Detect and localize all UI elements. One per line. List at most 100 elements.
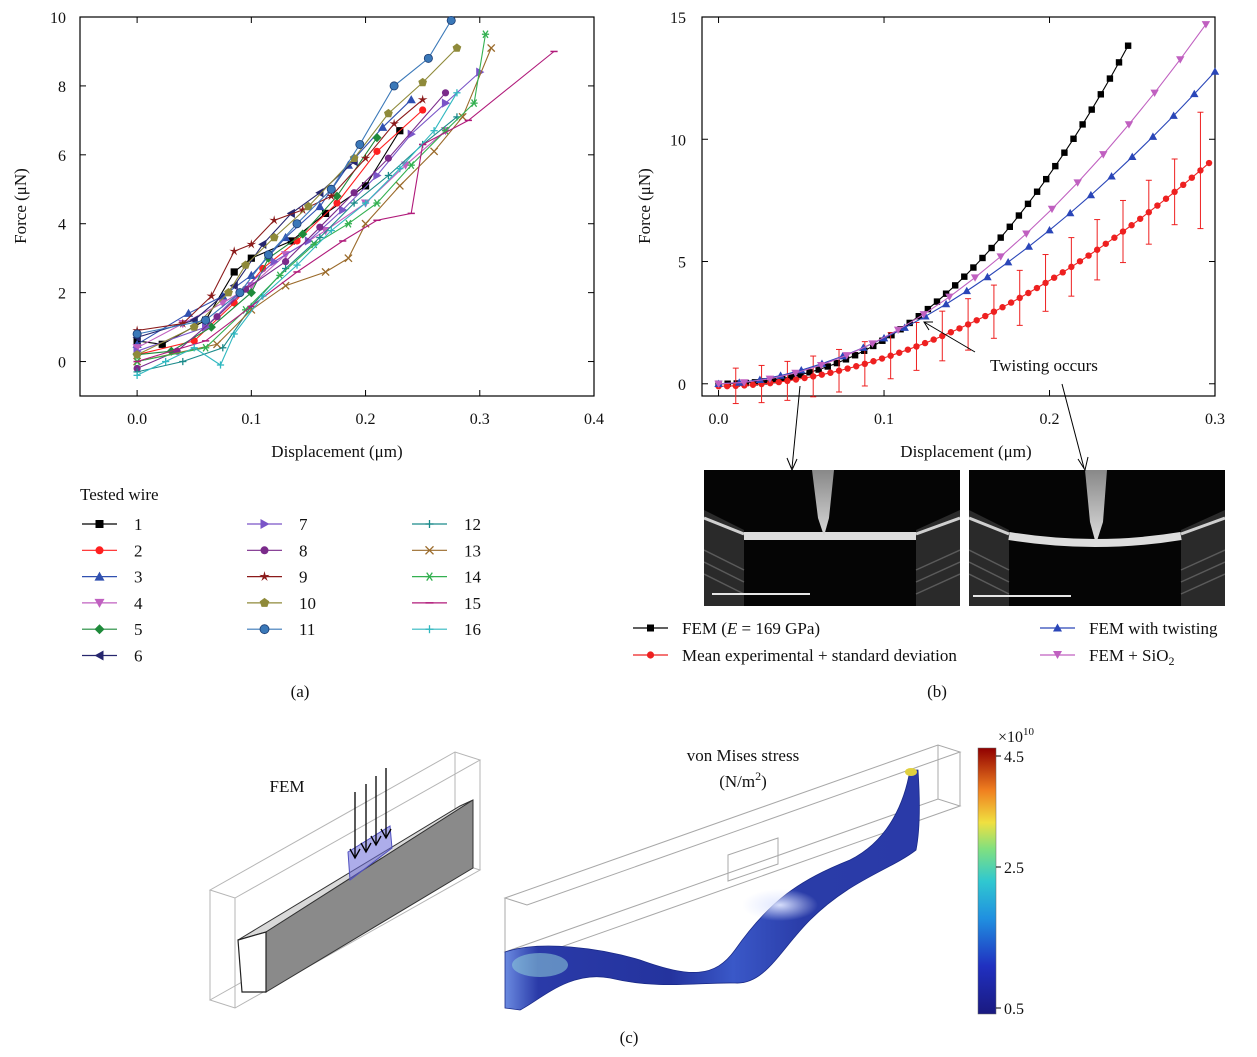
series-point-8 (441, 89, 450, 97)
stress-hotspot-left (512, 953, 568, 977)
series-point-b-2 (755, 375, 765, 383)
series-point-14 (373, 199, 381, 208)
series-point-b-0 (824, 363, 831, 370)
series-point-b-0 (888, 331, 895, 339)
series-point-b-0 (1061, 149, 1068, 156)
series-point-b-1 (1007, 299, 1015, 306)
series-point-8 (282, 258, 290, 266)
series-line-b-1 (718, 162, 1210, 387)
legend-marker-10 (259, 597, 270, 607)
series-point-b-1 (870, 358, 877, 365)
series-point-b-1 (810, 373, 817, 380)
x-tick-label: 0.2 (1040, 411, 1060, 428)
series-point-b-1 (723, 382, 731, 390)
series-point-b-1 (1137, 215, 1144, 222)
x-tick-label: 0.0 (127, 411, 147, 428)
series-point-b-1 (1205, 159, 1213, 167)
panel-a-xlabel: Displacement (μm) (271, 442, 402, 461)
panel-a-frame (79, 16, 595, 397)
series-point-14-stroke (482, 30, 489, 39)
series-point-b-1 (784, 377, 791, 385)
series-point-b-1 (1025, 289, 1032, 297)
legend-marker-12 (425, 520, 434, 528)
series-point-b-1 (956, 325, 963, 332)
y-tick-label: 8 (58, 79, 66, 96)
series-point-b-3 (1150, 89, 1159, 97)
series-point-3 (246, 270, 256, 280)
series-point-14-stroke (276, 271, 283, 280)
series-point-10 (304, 201, 313, 211)
panel-c: FEM (208, 726, 1035, 1047)
legend-label-11: 11 (299, 620, 315, 639)
series-point-b-0 (760, 378, 768, 385)
series-point-12 (179, 357, 187, 366)
series-point-6 (286, 208, 295, 218)
series-point-13 (344, 254, 353, 263)
series-point-14 (276, 271, 284, 280)
legend-marker-11 (259, 624, 270, 635)
colorbar-multiplier: ×1010 (998, 726, 1035, 746)
series-point-16 (396, 165, 404, 173)
series-point-9 (326, 191, 337, 201)
series-point-13-stroke (458, 112, 467, 121)
series-point-b-3 (765, 375, 775, 383)
series-point-b-0 (1043, 175, 1050, 183)
series-point-11 (292, 219, 302, 229)
series-point-13 (430, 147, 439, 156)
series-point-14-stroke (202, 343, 209, 352)
legend-marker-7 (260, 519, 270, 529)
y-tick-label: 10 (670, 132, 686, 149)
series-point-b-3 (739, 379, 749, 387)
series-point-13-stroke (395, 181, 404, 190)
panel-b-ylabel: Force (μN) (635, 168, 654, 244)
series-point-11 (389, 81, 399, 91)
series-point-b-0 (1088, 106, 1095, 113)
series-point-7 (441, 98, 451, 108)
series-point-b-1 (1145, 209, 1153, 216)
series-point-13 (458, 112, 467, 121)
series-point-b-0 (933, 298, 941, 305)
legend-marker-5 (94, 624, 105, 635)
legend-marker-2 (95, 546, 104, 555)
series-point-b-0 (915, 313, 922, 320)
legend-label-14: 14 (464, 568, 482, 587)
series-point-13-stroke (344, 254, 353, 263)
legend-label-9: 9 (299, 568, 308, 587)
series-point-14-stroke (345, 219, 352, 228)
series-point-b-0 (1052, 162, 1059, 170)
series-point-14 (481, 30, 490, 39)
series-point-7 (407, 129, 416, 139)
twisted-beam (504, 769, 920, 1011)
arrow-to-right-image (1061, 383, 1085, 469)
series-point-7 (304, 236, 314, 246)
legend-label-7: 7 (299, 515, 308, 534)
panel-a-plot: 0.0 0.1 0.2 0.3 0.4 0 2 4 6 8 10 Displacement (μm)… (11, 10, 604, 461)
legend-label-6: 6 (134, 647, 143, 666)
arrow-to-left-image-head (786, 457, 798, 472)
series-point-1 (287, 237, 295, 245)
series-point-b-3 (1176, 56, 1185, 64)
series-point-13 (395, 181, 404, 190)
colorbar-tick-label: 4.5 (1004, 749, 1024, 766)
series-line-11 (136, 20, 452, 335)
series-point-b-3 (842, 352, 851, 360)
legend-marker-14 (425, 572, 434, 581)
series-point-10 (241, 260, 250, 269)
series-point-9 (360, 153, 371, 163)
series-point-b-0 (851, 352, 859, 359)
series-point-7 (270, 257, 279, 267)
x-tick-label: 0.1 (241, 411, 261, 428)
series-point-b-0 (1079, 121, 1086, 128)
series-point-b-3 (893, 326, 903, 335)
series-point-b-1 (1102, 240, 1109, 247)
series-point-b-1 (801, 374, 808, 382)
series-point-3 (378, 122, 388, 131)
series-point-16 (293, 261, 301, 269)
legend-marker-13-stroke (425, 545, 434, 555)
series-point-11 (263, 250, 273, 260)
series-point-b-0 (1006, 223, 1013, 230)
legend-marker-6 (94, 650, 104, 661)
series-point-14-stroke (373, 199, 381, 208)
series-point-13-stroke (361, 219, 370, 228)
series-point-b-1 (1016, 294, 1023, 302)
